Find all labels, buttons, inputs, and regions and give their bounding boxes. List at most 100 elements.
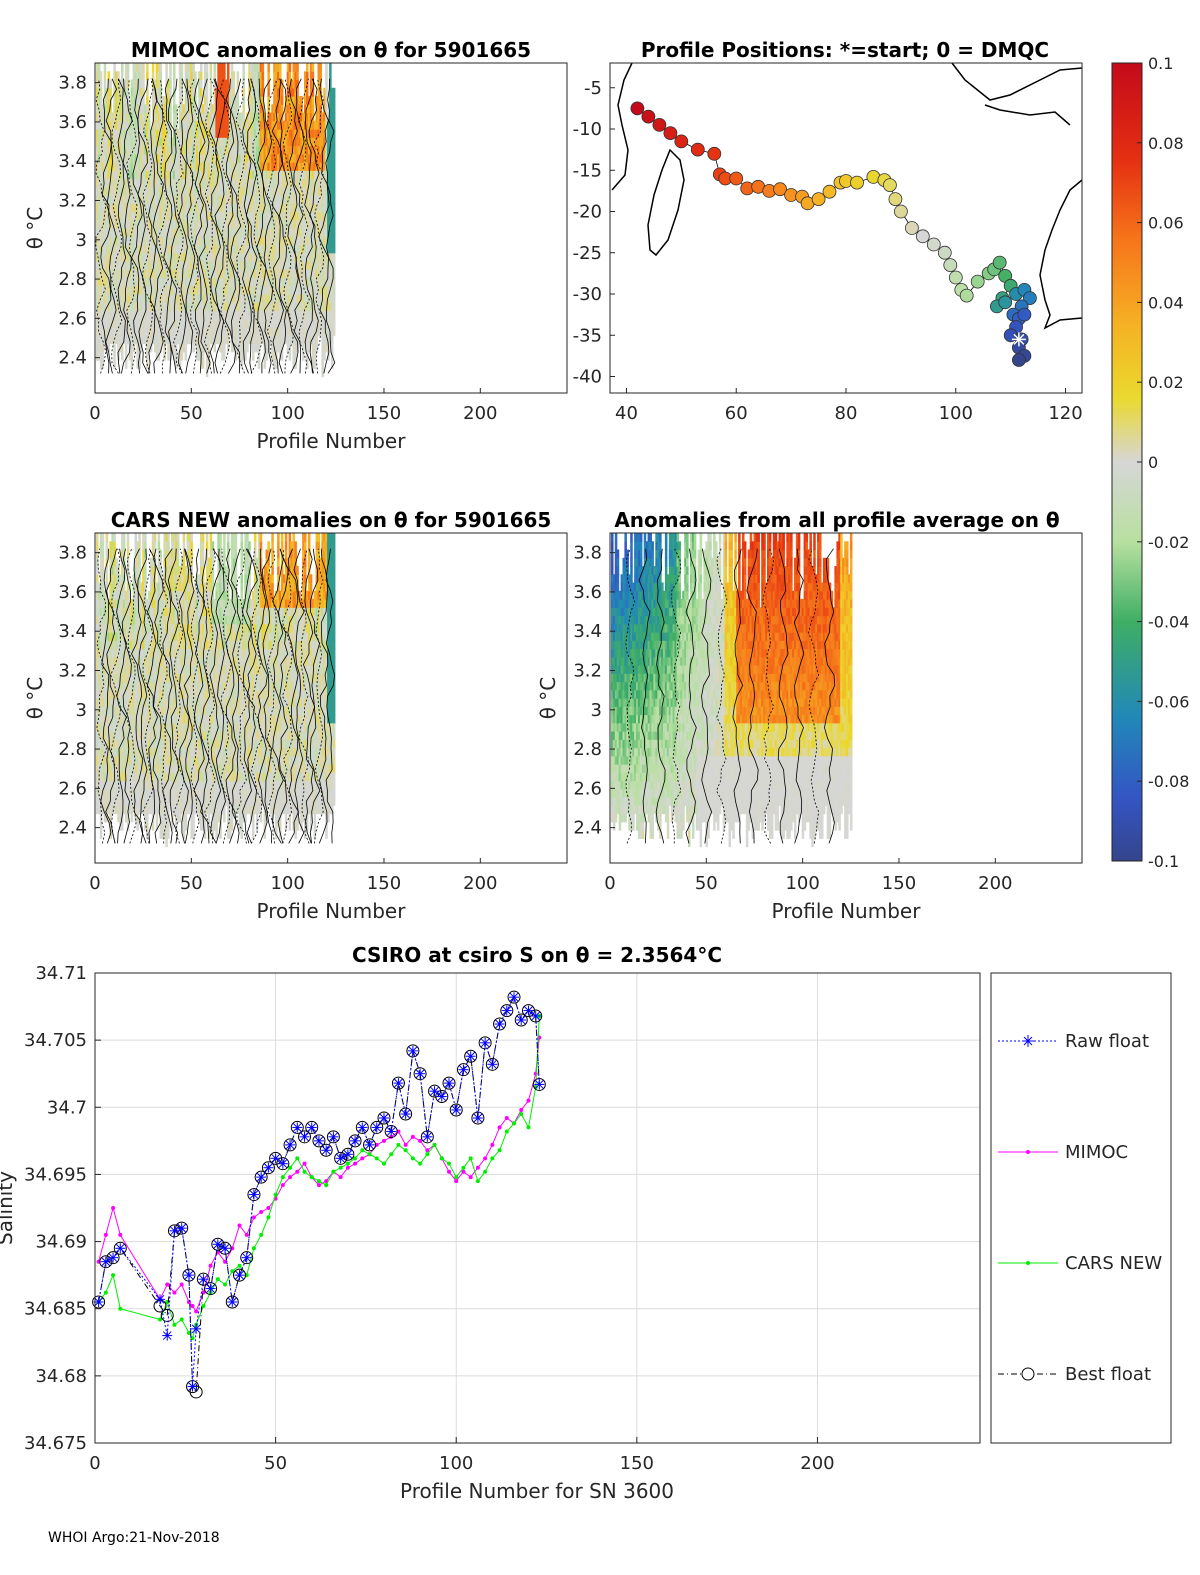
heatmap-cell [119,244,122,254]
heatmap-cell [97,302,101,312]
heatmap-cell [236,343,240,353]
heatmap-cell [173,104,176,114]
heatmap-cell [144,203,147,213]
heatmap-cell [101,302,105,312]
heatmap-cell [151,318,155,328]
heatmap-cell [159,261,163,270]
heatmap-cell [103,294,107,303]
heatmap-cell [99,170,103,180]
heatmap-cell [155,145,159,155]
heatmap-cell [227,170,230,180]
heatmap-cell [163,112,166,122]
heatmap-cell [99,302,103,312]
heatmap-cell [175,261,178,270]
heatmap-cell [244,261,247,270]
heatmap-cell [250,302,253,312]
heatmap-cell [115,71,118,81]
heatmap-cell [130,261,134,270]
heatmap-cell [248,277,251,287]
heatmap-cell [232,219,236,229]
heatmap-cell [253,87,257,97]
heatmap-cell [215,244,218,254]
heatmap-cell [200,186,203,196]
heatmap-cell [140,228,143,237]
heatmap-cell [119,162,122,171]
heatmap-cell [186,112,190,122]
heatmap-cell [130,351,134,361]
heatmap-cell [196,318,199,328]
heatmap-cell [128,162,132,171]
heatmap-cell [225,277,228,287]
heatmap-cell [201,145,205,155]
heatmap-cell [198,96,201,105]
heatmap-cell [250,285,253,295]
heatmap-cell [186,277,190,287]
heatmap-cell [252,145,255,155]
heatmap-cell [161,120,165,130]
heatmap-cell [223,277,226,287]
heatmap-cell [332,285,336,295]
heatmap-cell [96,261,99,270]
heatmap-cell [205,137,209,147]
heatmap-cell [217,318,220,328]
profile-position-point [652,118,667,132]
heatmap-cell [132,129,136,138]
heatmap-cell [107,79,111,89]
heatmap-cell [236,153,240,163]
heatmap-cell [209,120,213,130]
heatmap-cell [97,63,101,72]
heatmap-cell [142,153,145,163]
heatmap-cell [253,203,257,213]
heatmap-cell [279,63,282,72]
heatmap-cell [178,294,182,303]
heatmap-cell [99,104,103,114]
heatmap-cell [144,129,147,138]
heatmap-cell [103,71,107,81]
heatmap-cell [148,327,151,336]
heatmap-cell [146,269,149,279]
heatmap-cell [153,203,157,213]
heatmap-cell [207,145,211,155]
heatmap-cell [234,244,238,254]
heatmap-cell [244,277,247,287]
heatmap-cell [223,269,226,279]
heatmap-cell [248,137,251,147]
heatmap-cell [128,252,132,262]
heatmap-cell [134,137,138,147]
heatmap-cell [190,87,193,97]
heatmap-cell [221,252,224,262]
heatmap-cell [136,79,139,89]
heatmap-cell [234,162,238,171]
heatmap-cell [253,178,257,188]
heatmap-cell [240,343,244,353]
heatmap-cell [130,162,134,171]
heatmap-cell [244,351,247,361]
heatmap-cell [252,87,255,97]
heatmap-cell [121,79,124,89]
heatmap-cell [163,211,166,221]
heatmap-cell [144,120,147,130]
heatmap-cell [194,71,197,81]
heatmap-cell [246,294,249,303]
heatmap-cell [253,343,257,353]
heatmap-cell [238,120,242,130]
heatmap-cell [103,219,107,229]
heatmap-cell [169,203,172,213]
heatmap-cell [148,129,151,138]
heatmap-cell [184,153,188,163]
heatmap-cell [205,277,209,287]
heatmap-cell [96,153,99,163]
heatmap-cell [146,162,149,171]
heatmap-cell [97,79,101,89]
heatmap-cell [325,63,328,72]
heatmap-cell [242,186,245,196]
heatmap-cell [121,269,124,279]
heatmap-cell [155,63,159,72]
heatmap-cell [332,219,336,229]
heatmap-cell [259,195,263,204]
heatmap-cell [148,244,151,254]
heatmap-cell [219,318,222,328]
heatmap-cell [107,327,111,336]
heatmap-cell [196,277,199,287]
heatmap-cell [122,170,126,180]
